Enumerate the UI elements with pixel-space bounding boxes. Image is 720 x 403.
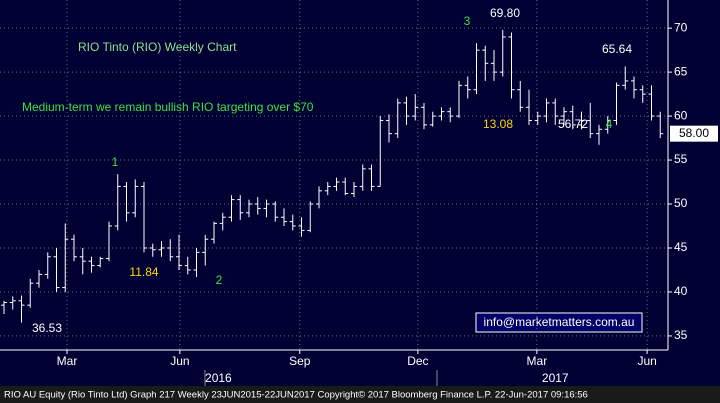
annotation: Medium-term we remain bullish RIO target… [22,100,314,114]
watermark-box [475,312,643,333]
y-tick-label: 65 [674,64,688,78]
annotation: 13.08 [483,117,513,131]
annotation: 2 [216,273,223,287]
last-price-tag [670,125,718,142]
year-label: 2016 [205,371,232,385]
annotation: 3 [464,14,471,28]
annotation: RIO Tinto (RIO) Weekly Chart [78,40,237,54]
last-price-label: 58.00 [679,126,709,140]
y-tick-label: 70 [674,20,688,34]
annotation: 56.72 [558,117,588,131]
x-tick-label: Sep [289,354,311,368]
y-tick-label: 45 [674,240,688,254]
annotation: 11.84 [129,265,158,279]
x-tick-label: Mar [527,354,548,368]
y-tick-label: 50 [674,196,688,210]
footer-bar [0,386,720,403]
y-tick-label: 60 [674,108,688,122]
y-tick-label: 35 [674,328,688,342]
footer: RIO AU Equity (Rio Tinto Ltd) Graph 217 … [4,390,588,401]
x-tick-label: Mar [57,354,78,368]
annotation: 1 [112,155,119,169]
annotation: 65.64 [602,42,632,56]
watermark: info@marketmatters.com.au [484,315,635,329]
x-tick-label: Jun [170,354,189,368]
x-tick-label: Jun [637,354,656,368]
y-tick-label: 55 [674,152,688,166]
x-tick-label: Dec [407,354,428,368]
annotation: 4 [606,117,613,131]
y-tick-label: 40 [674,284,688,298]
year-label: 2017 [542,371,569,385]
annotation: 69.80 [490,6,520,20]
annotation: 36.53 [32,321,62,335]
